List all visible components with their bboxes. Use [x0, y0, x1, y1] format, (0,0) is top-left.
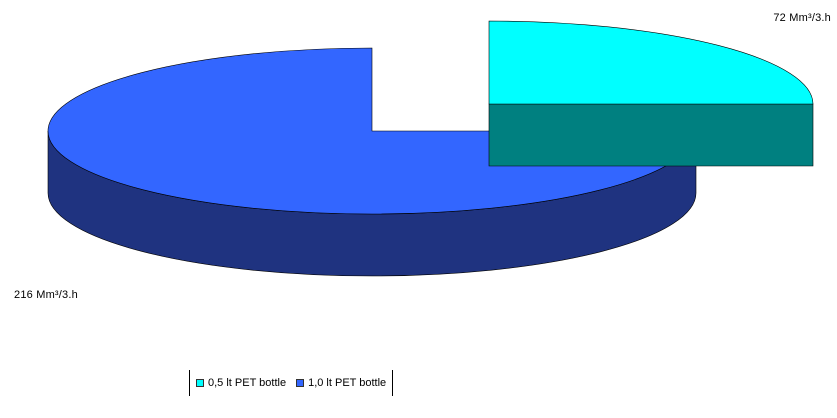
slice-small-top — [488, 20, 814, 105]
legend-swatch-cyan — [196, 379, 204, 387]
legend-label: 1,0 lt PET bottle — [308, 377, 387, 389]
legend-item-small: 0,5 lt PET bottle — [196, 377, 286, 389]
slice-large-top — [47, 47, 697, 215]
data-label-small-slice: 72 Mm³/3.h — [773, 12, 831, 24]
slice-small-side — [488, 103, 814, 167]
legend-label: 0,5 lt PET bottle — [208, 377, 287, 389]
legend: 0,5 lt PET bottle 1,0 lt PET bottle — [189, 370, 394, 396]
legend-swatch-blue — [296, 379, 305, 387]
data-label-large-slice: 216 Mm³/3.h — [14, 289, 78, 301]
legend-item-large: 1,0 lt PET bottle — [296, 377, 386, 389]
